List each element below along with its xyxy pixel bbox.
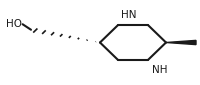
Text: NH: NH	[152, 65, 168, 75]
Polygon shape	[166, 40, 196, 45]
Text: HO: HO	[6, 19, 22, 29]
Text: HN: HN	[121, 10, 136, 20]
